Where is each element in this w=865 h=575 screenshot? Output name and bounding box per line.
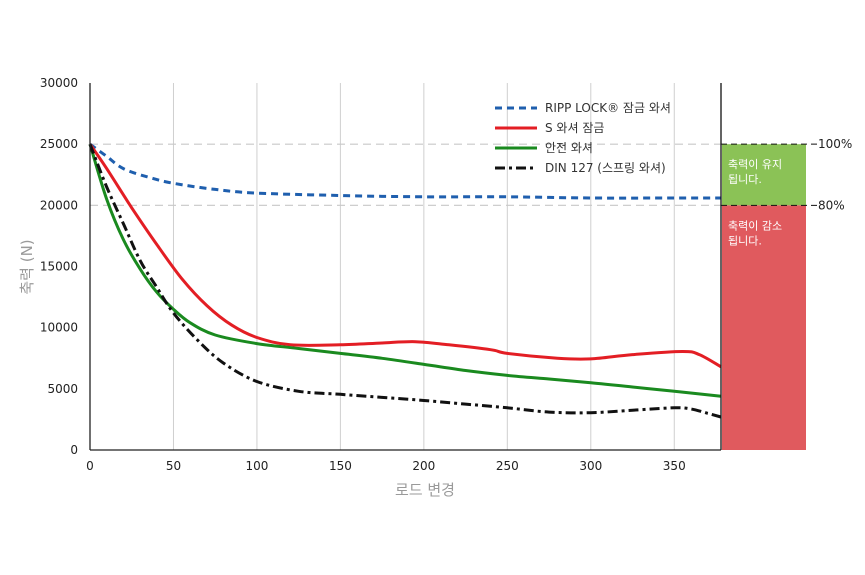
x-tick-label: 300 [579,459,602,473]
y-tick-label: 0 [70,443,78,457]
x-tick-label: 150 [329,459,352,473]
safety-washer-series-line [88,143,722,398]
legend-label: S 와셔 잠금 [545,121,604,135]
s-washer-series-line [88,143,722,369]
x-axis-title: 로드 변경 [395,481,455,499]
legend-label: 안전 와셔 [545,141,593,155]
x-tick-label: 50 [166,459,181,473]
x-tick-label: 100 [245,459,268,473]
din127-series-line [88,143,722,419]
y-tick-label: 25000 [40,137,78,151]
x-tick-label: 0 [86,459,94,473]
percent-label: 100% [818,137,852,151]
y-tick-label: 20000 [40,198,78,212]
legend-label: DIN 127 (스프링 와셔) [545,161,666,175]
grid-lines [172,83,675,450]
percent-label: 80% [818,198,845,212]
reduced-band [722,205,806,450]
band-label: 됩니다. [728,234,762,247]
band-label: 됩니다. [728,173,762,186]
ripp-lock-series-line [89,142,721,200]
y-tick-label: 10000 [40,321,78,335]
axes: 0 50 100 150 200 250 300 350 0 5000 10000 15000 2000… [40,76,722,473]
series-lines [88,142,722,419]
x-tick-label: 250 [496,459,519,473]
y-axis-title: 축력 (N) [18,239,36,294]
band-label: 축력이 감소 [728,219,782,232]
legend-label: RIPP LOCK® 잠금 와셔 [545,101,671,115]
y-tick-label: 15000 [40,260,78,274]
x-tick-label: 200 [412,459,435,473]
band-label: 축력이 유지 [728,158,782,171]
y-tick-label: 30000 [40,76,78,90]
y-tick-label: 5000 [47,382,78,396]
retained-band [722,144,806,206]
reference-lines: 100% 80% [90,137,852,212]
x-tick-label: 350 [663,459,686,473]
